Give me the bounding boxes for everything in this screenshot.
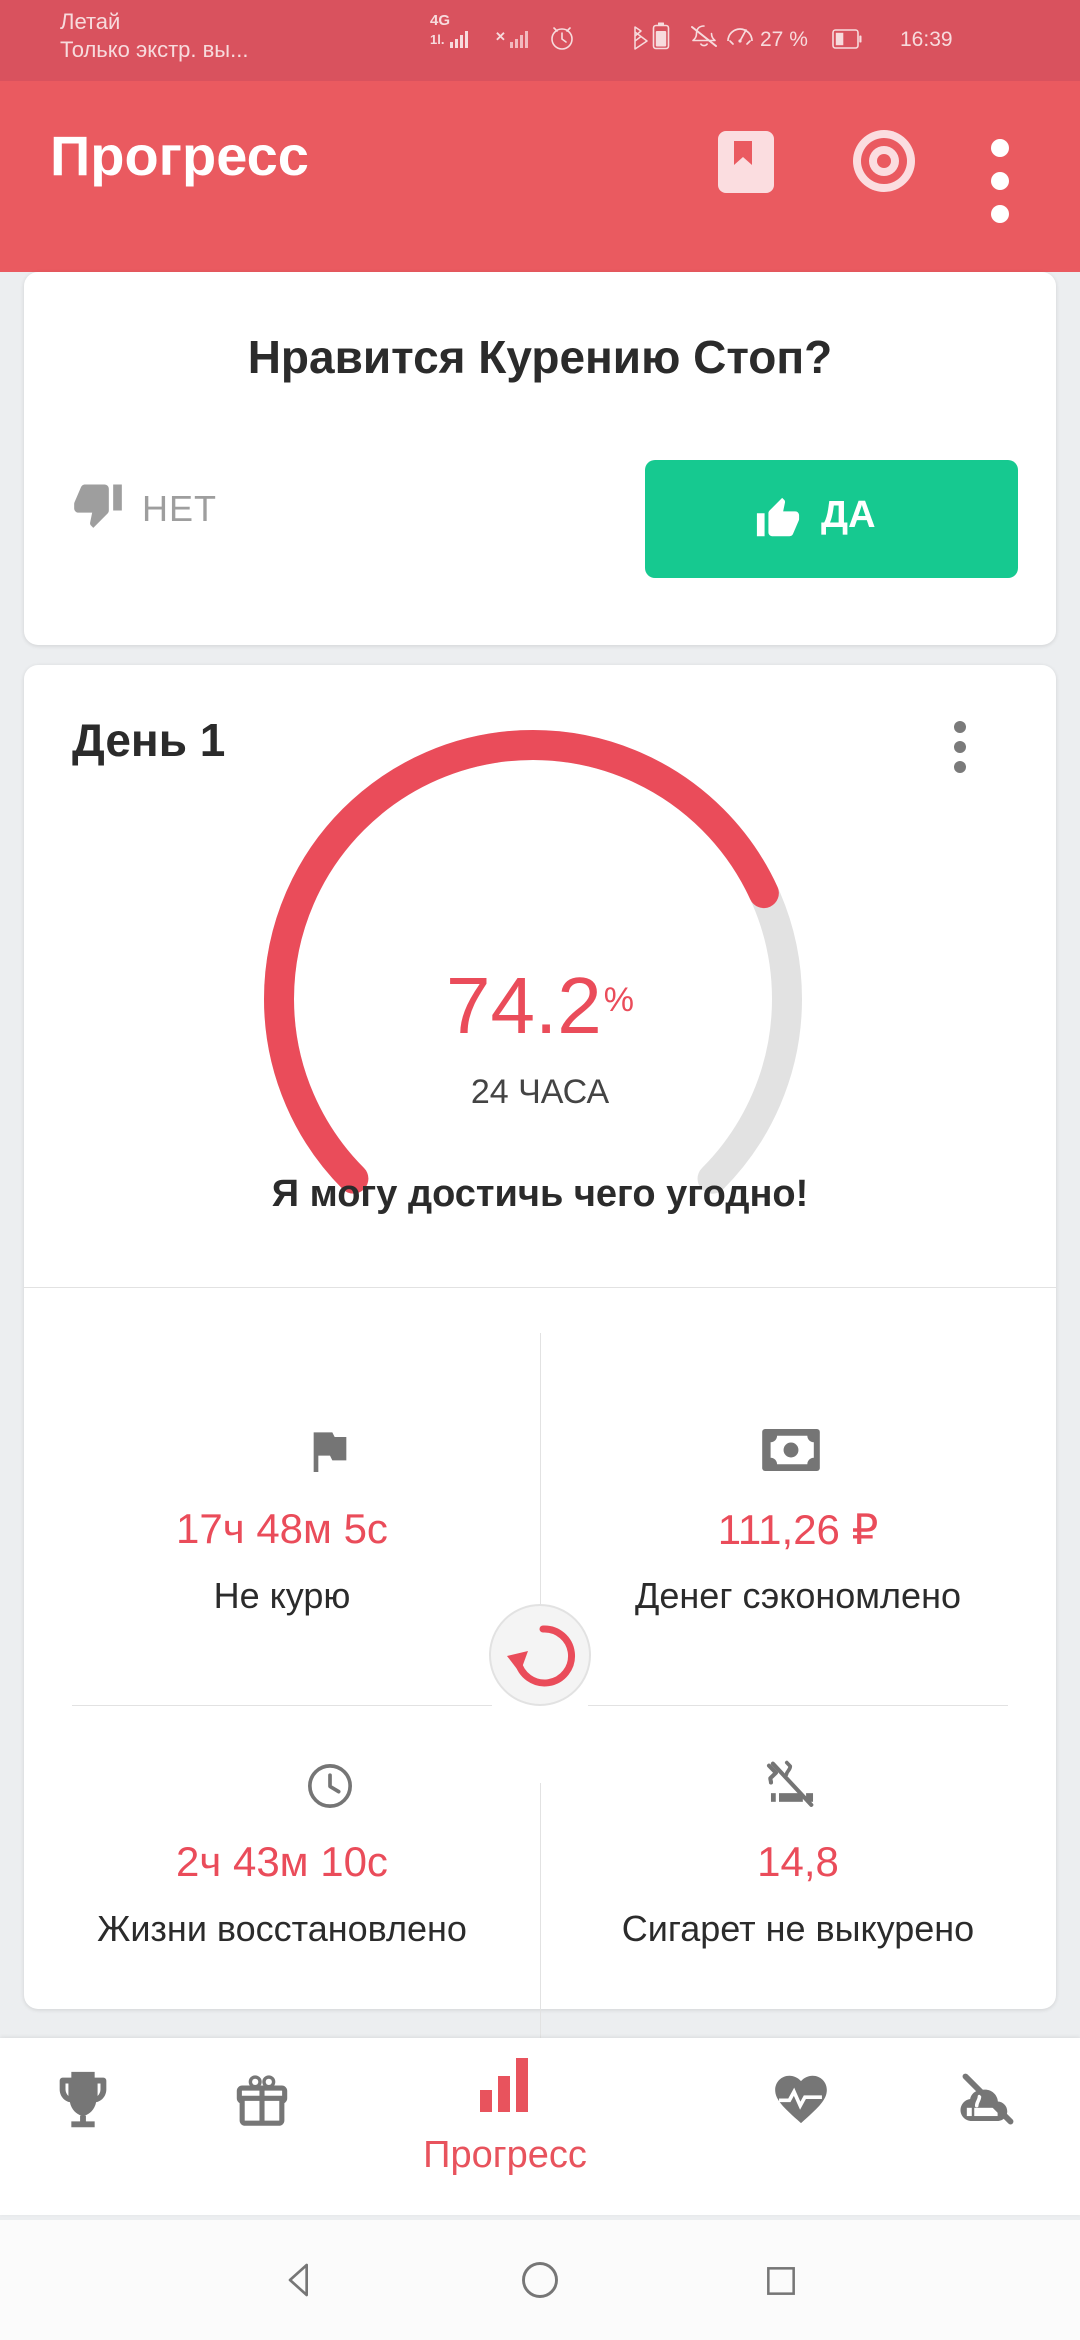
svg-text:✕: ✕ [495, 29, 506, 44]
svg-text:1l.: 1l. [430, 32, 444, 47]
